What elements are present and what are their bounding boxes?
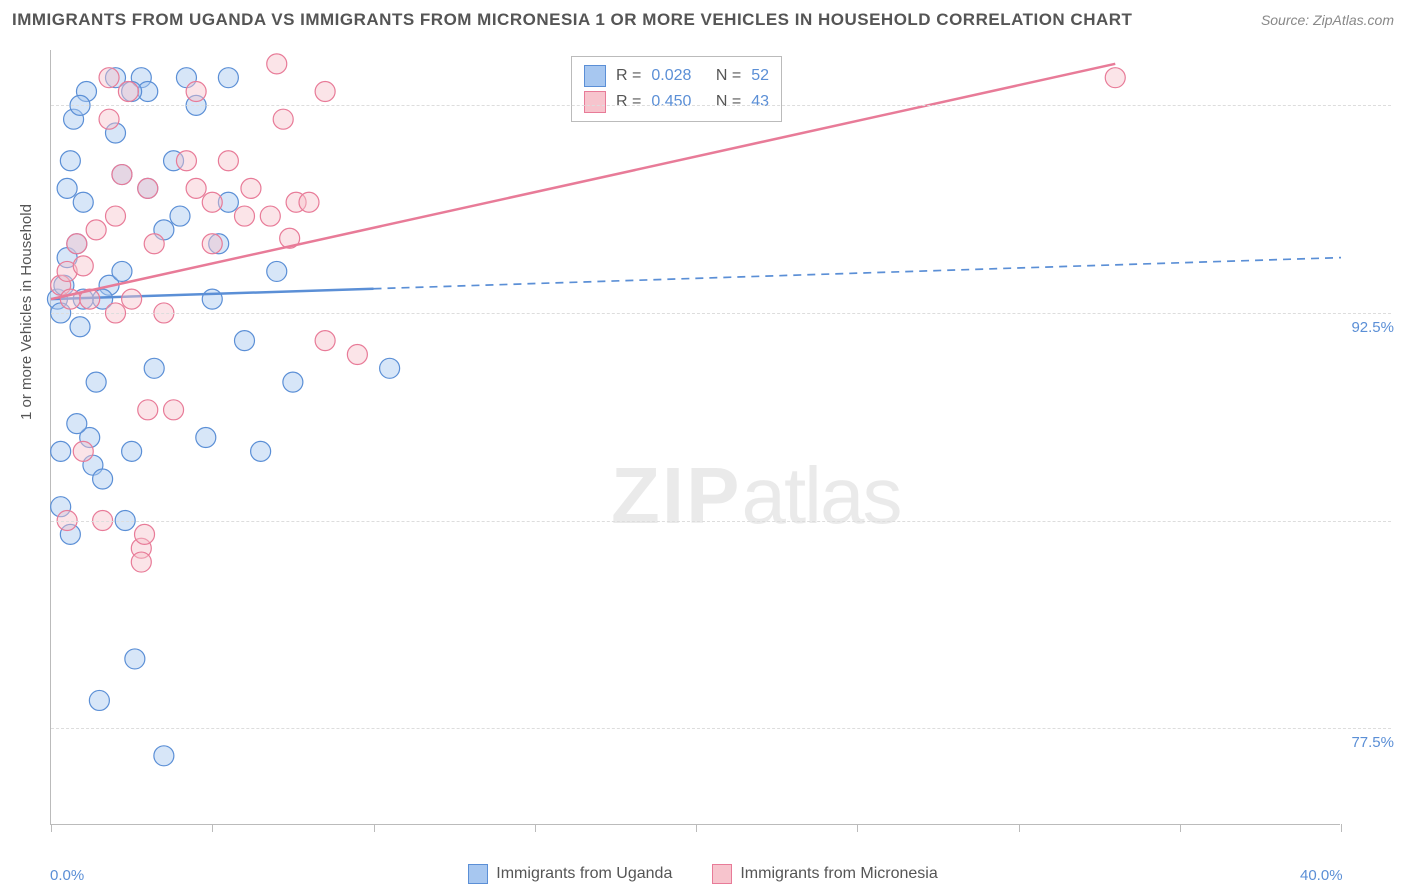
y-axis-label: 1 or more Vehicles in Household <box>18 204 35 420</box>
y-tick-label: 77.5% <box>1351 734 1394 751</box>
r-label: R = <box>616 63 641 89</box>
bottom-legend: Immigrants from Uganda Immigrants from M… <box>0 864 1406 884</box>
legend-label-uganda: Immigrants from Uganda <box>496 865 672 883</box>
source-label: Source: ZipAtlas.com <box>1261 12 1394 28</box>
stats-swatch-uganda <box>584 65 606 87</box>
legend-swatch-uganda <box>468 864 488 884</box>
stats-legend-box: R = 0.028 N = 52 R = 0.450 N = 43 <box>571 56 782 122</box>
micronesia-r-value: 0.450 <box>651 89 691 115</box>
chart-title: IMMIGRANTS FROM UGANDA VS IMMIGRANTS FRO… <box>12 10 1132 30</box>
legend-item-uganda: Immigrants from Uganda <box>468 864 672 884</box>
plot-area: ZIPatlas R = 0.028 N = 52 R = 0.450 N = … <box>50 50 1340 825</box>
r-label: R = <box>616 89 641 115</box>
uganda-r-value: 0.028 <box>651 63 691 89</box>
legend-item-micronesia: Immigrants from Micronesia <box>712 864 937 884</box>
stats-row-micronesia: R = 0.450 N = 43 <box>584 89 769 115</box>
n-label: N = <box>716 63 741 89</box>
uganda-n-value: 52 <box>751 63 769 89</box>
stats-swatch-micronesia <box>584 91 606 113</box>
y-tick-label: 92.5% <box>1351 319 1394 336</box>
n-label: N = <box>716 89 741 115</box>
stats-row-uganda: R = 0.028 N = 52 <box>584 63 769 89</box>
legend-label-micronesia: Immigrants from Micronesia <box>740 865 937 883</box>
micronesia-n-value: 43 <box>751 89 769 115</box>
x-tick-label: 0.0% <box>50 867 84 884</box>
chart-svg <box>51 50 1340 824</box>
x-tick-label: 40.0% <box>1300 867 1343 884</box>
legend-swatch-micronesia <box>712 864 732 884</box>
